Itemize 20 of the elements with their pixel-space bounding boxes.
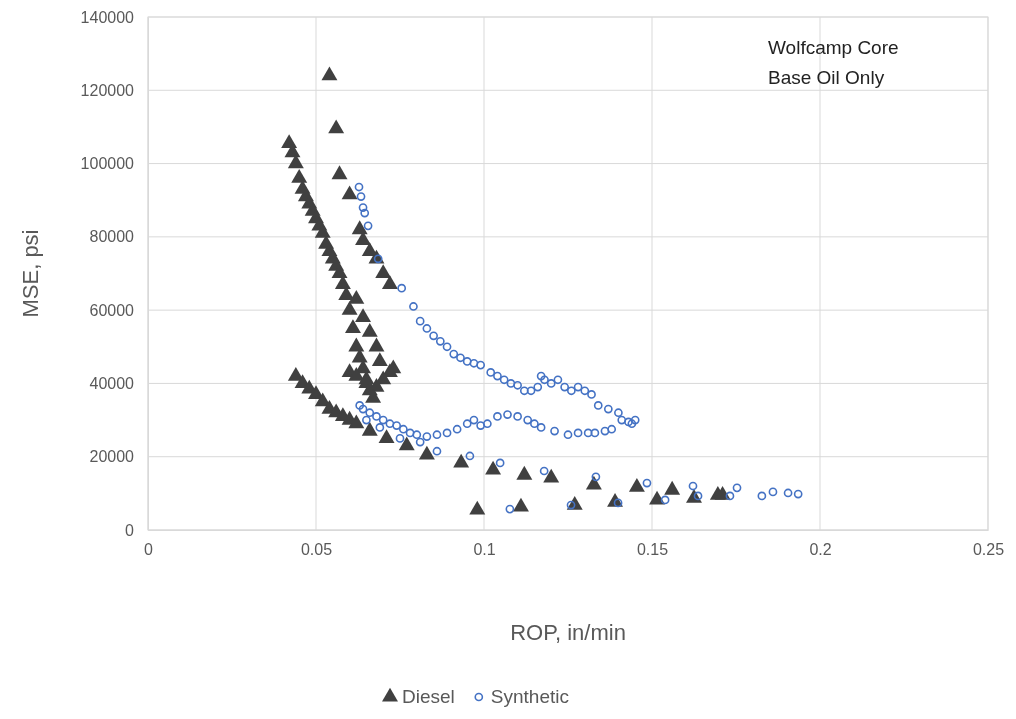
y-tick-label: 60000 <box>89 301 135 319</box>
y-tick-label: 140000 <box>80 8 135 26</box>
legend-label: Synthetic <box>490 686 569 707</box>
x-tick-label: 0.1 <box>473 541 496 559</box>
y-tick-label: 100000 <box>80 155 135 173</box>
y-tick-label: 120000 <box>80 81 135 99</box>
x-axis-title: ROP, in/min <box>510 620 626 645</box>
annotation: Wolfcamp Core <box>768 37 899 58</box>
x-tick-label: 0.2 <box>809 541 832 559</box>
y-tick-label: 40000 <box>89 375 135 393</box>
y-tick-label: 80000 <box>89 228 135 246</box>
y-axis-title: MSE, psi <box>18 229 43 318</box>
legend-label: Diesel <box>402 686 455 707</box>
x-tick-label: 0 <box>144 541 154 559</box>
x-tick-label: 0.25 <box>972 541 1005 559</box>
y-tick-label: 20000 <box>89 448 135 466</box>
y-tick-label: 0 <box>125 521 135 539</box>
annotation: Base Oil Only <box>768 67 885 88</box>
x-tick-label: 0.15 <box>636 541 669 559</box>
x-tick-label: 0.05 <box>300 541 333 559</box>
